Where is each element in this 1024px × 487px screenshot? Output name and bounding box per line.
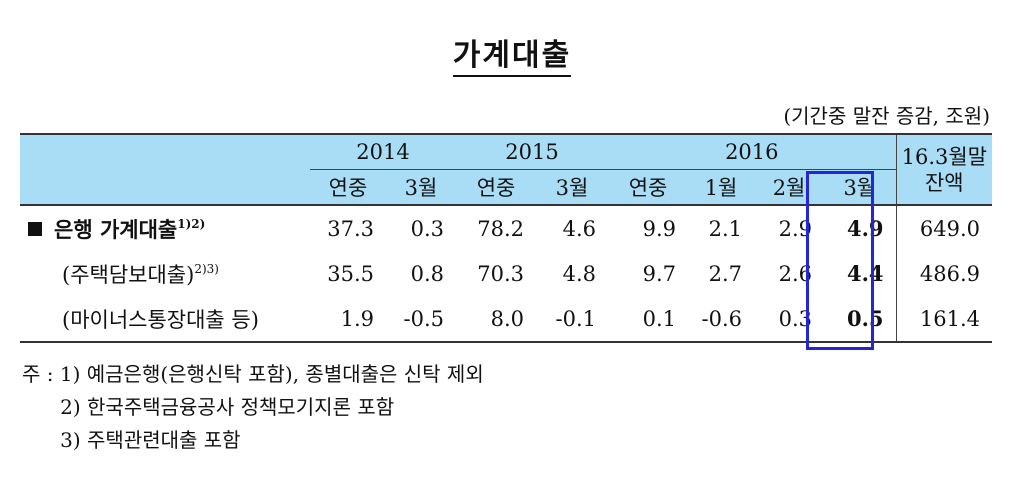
- row-label-mortgage-loan: (주택담보대출)2)3): [20, 251, 310, 296]
- loan-table-container: 2014 2015 2016 16.3월말 잔액 연중 3월 연중 3월 연중 …: [20, 133, 993, 343]
- table-cell-balance: 649.0: [895, 205, 993, 251]
- table-cell: 2.1: [708, 216, 743, 241]
- table-cell: 35.5: [327, 261, 374, 286]
- subheader-2015-mar: 3월: [536, 169, 609, 205]
- header-year-2015: 2015: [456, 134, 609, 170]
- table-cell: 8.0: [490, 306, 525, 331]
- header-year-2014: 2014: [310, 134, 457, 170]
- table-cell: 1.9: [340, 306, 374, 331]
- header-balance: 16.3월말 잔액: [895, 134, 993, 205]
- header-label-cell: [20, 134, 310, 205]
- row-label-overdraft-loan: (마이너스통장대출 등): [20, 296, 310, 342]
- page-title: 가계대출: [0, 30, 1024, 77]
- subheader-2016-jan: 1월: [688, 169, 755, 205]
- row-label-text: (주택담보대출): [62, 262, 195, 287]
- table-cell: 2.6: [778, 261, 813, 286]
- table-cell: 4.8: [562, 261, 597, 286]
- unit-label: (기간중 말잔 증감, 조원): [783, 104, 990, 128]
- table-cell: -0.6: [701, 306, 743, 331]
- table-cell: 2.7: [708, 261, 743, 286]
- table-cell: 4.6: [562, 216, 597, 241]
- table-row: 은행 가계대출1)2) 37.3 0.3 78.2 4.6 9.9 2.1 2.…: [20, 205, 993, 251]
- row-label-text: (마이너스통장대출 등): [62, 307, 259, 332]
- subheader-2015-year: 연중: [456, 169, 537, 205]
- page-title-text: 가계대출: [452, 38, 572, 77]
- footnotes: 주 : 1) 예금은행(은행신탁 포함), 종별대출은 신탁 제외 2) 한국주…: [22, 358, 484, 457]
- footnote-line: 2) 한국주택금융공사 정책모기지론 포함: [22, 395, 395, 419]
- footnote-marker: 2)3): [194, 261, 219, 276]
- table-cell-highlight: 4.9: [847, 216, 884, 241]
- header-year-2016: 2016: [608, 134, 897, 170]
- table-header: 2014 2015 2016 16.3월말 잔액 연중 3월 연중 3월 연중 …: [20, 134, 993, 205]
- subheader-2016-year: 연중: [608, 169, 689, 205]
- table-cell: 70.3: [477, 261, 525, 286]
- household-loan-table: 2014 2015 2016 16.3월말 잔액 연중 3월 연중 3월 연중 …: [20, 133, 993, 343]
- subheader-2016-mar: 3월: [824, 169, 897, 205]
- table-row: (주택담보대출)2)3) 35.5 0.8 70.3 4.8 9.7 2.7 2…: [20, 251, 993, 296]
- table-cell: 0.3: [778, 306, 813, 331]
- table-cell: 0.3: [410, 216, 445, 241]
- row-label-text: 은행 가계대출: [54, 216, 178, 242]
- header-row-years: 2014 2015 2016 16.3월말 잔액: [20, 134, 993, 205]
- table-row: (마이너스통장대출 등) 1.9 -0.5 8.0 -0.1 0.1 -0.6 …: [20, 296, 993, 342]
- table-cell: 2.9: [778, 216, 813, 241]
- table-cell: 0.1: [642, 306, 677, 331]
- table-cell-balance: 161.4: [895, 296, 993, 342]
- table-body: 은행 가계대출1)2) 37.3 0.3 78.2 4.6 9.9 2.1 2.…: [20, 205, 993, 342]
- table-cell: 9.7: [642, 261, 677, 286]
- table-cell: 78.2: [477, 216, 525, 241]
- table-cell-highlight: 4.4: [847, 261, 884, 286]
- table-cell-highlight: 0.5: [847, 306, 884, 331]
- square-bullet-icon: [28, 221, 42, 236]
- table-cell-balance: 486.9: [895, 251, 993, 296]
- footnote-line: 3) 주택관련대출 포함: [22, 428, 241, 452]
- table-cell: -0.5: [403, 306, 445, 331]
- subheader-2014-mar: 3월: [386, 169, 457, 205]
- table-cell: 0.8: [410, 261, 445, 286]
- table-cell: 37.3: [327, 216, 374, 241]
- table-cell: -0.1: [555, 306, 597, 331]
- subheader-2016-feb: 2월: [754, 169, 825, 205]
- footnote-line: 주 : 1) 예금은행(은행신탁 포함), 종별대출은 신탁 제외: [22, 362, 484, 386]
- header-row-periods: 연중 3월 연중 3월 연중 1월 2월 3월: [20, 169, 992, 205]
- footnote-marker: 1)2): [177, 216, 206, 231]
- table-cell: 9.9: [642, 216, 677, 241]
- row-label-bank-household-loan: 은행 가계대출1)2): [20, 205, 310, 251]
- subheader-2014-year: 연중: [310, 169, 386, 205]
